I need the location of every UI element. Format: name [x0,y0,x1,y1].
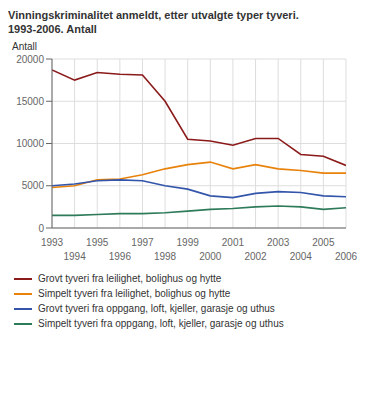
svg-text:1997: 1997 [131,237,154,248]
svg-text:2000: 2000 [199,251,222,262]
html-text:Grovt tyveri fra oppgang, loft: Grovt tyveri fra oppgang, loft, kjeller,… [38,303,275,314]
svg-text:1996: 1996 [109,251,132,262]
svg-text:1998: 1998 [154,251,177,262]
svg-text:1995: 1995 [86,237,109,248]
html-text:Grovt tyveri fra leilighet, bo: Grovt tyveri fra leilighet, bolighus og … [38,273,222,284]
svg-text:1993: 1993 [41,237,64,248]
html-text:Simpelt tyveri fra oppgang, lo: Simpelt tyveri fra oppgang, loft, kjelle… [38,318,284,329]
html-text:1993-2006. Antall: 1993-2006. Antall [8,23,97,35]
html-text:Antall: Antall [12,41,37,52]
svg-text:20000: 20000 [16,54,44,65]
svg-text:2002: 2002 [244,251,267,262]
svg-text:0: 0 [38,223,44,234]
html-text:Simpelt tyveri fra leilighet,: Simpelt tyveri fra leilighet, bolighus o… [38,288,231,299]
svg-text:1999: 1999 [177,237,200,248]
svg-text:5000: 5000 [22,180,45,191]
svg-text:2006: 2006 [335,251,358,262]
svg-text:2003: 2003 [267,237,290,248]
svg-text:2005: 2005 [312,237,335,248]
svg-text:10000: 10000 [16,138,44,149]
svg-text:1994: 1994 [63,251,86,262]
svg-text:2001: 2001 [222,237,245,248]
html-text:Vinningskriminalitet anmeldt,: Vinningskriminalitet anmeldt, etter utva… [8,9,299,21]
svg-text:2004: 2004 [290,251,313,262]
svg-text:15000: 15000 [16,96,44,107]
